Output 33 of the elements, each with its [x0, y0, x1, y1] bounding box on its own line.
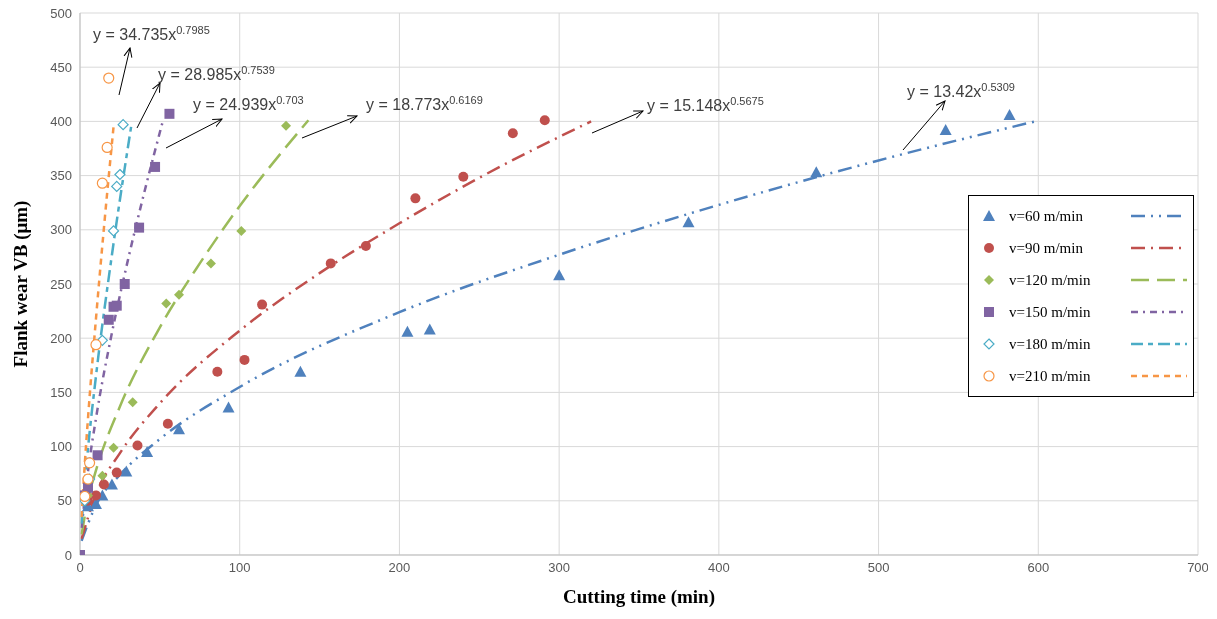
x-tick-label: 100	[228, 560, 251, 576]
legend-label: v=120 m/min	[1009, 271, 1092, 289]
x-tick-label: 200	[388, 560, 411, 576]
y-tick-label: 500	[50, 5, 72, 21]
x-tick-label: 300	[548, 560, 570, 576]
x-tick-label: 700	[1187, 560, 1209, 576]
annotation: y = 13.42x$^{0.5309}$	[907, 81, 1015, 100]
annotation: y = 24.939x$^{0.703}$	[193, 94, 304, 113]
y-tick-label: 0	[64, 547, 72, 563]
y-tick-label: 50	[57, 493, 72, 509]
legend-label: v=180 m/min	[1009, 335, 1092, 353]
legend-label: v=210 m/min	[1009, 367, 1092, 385]
y-tick-label: 300	[50, 222, 72, 238]
x-tick-label: 400	[708, 560, 730, 576]
legend-label: v=60 m/min	[1009, 207, 1084, 225]
y-tick-label: 450	[50, 59, 72, 75]
annotation: y = 15.148x$^{0.5675}$	[647, 95, 764, 114]
x-axis-title: Cutting time (min)	[563, 586, 715, 608]
legend-label: v=150 m/min	[1009, 303, 1092, 321]
y-tick-label: 100	[50, 439, 72, 455]
y-tick-label: 200	[50, 330, 72, 346]
annotation: y = 34.735x$^{0.7985}$	[93, 24, 210, 43]
annotation: y = 18.773x$^{0.6169}$	[366, 94, 483, 113]
x-tick-label: 600	[1027, 560, 1050, 576]
annotation: y = 28.985x$^{0.7539}$	[158, 64, 275, 83]
y-tick-label: 150	[50, 385, 72, 401]
legend-label: v=90 m/min	[1009, 239, 1084, 257]
y-axis-title: Flank wear VB (μm)	[9, 200, 32, 368]
y-tick-label: 250	[50, 276, 72, 292]
y-tick-label: 400	[50, 114, 72, 130]
x-tick-label: 0	[76, 560, 84, 576]
x-tick-label: 500	[867, 560, 890, 576]
y-tick-label: 350	[50, 168, 72, 184]
